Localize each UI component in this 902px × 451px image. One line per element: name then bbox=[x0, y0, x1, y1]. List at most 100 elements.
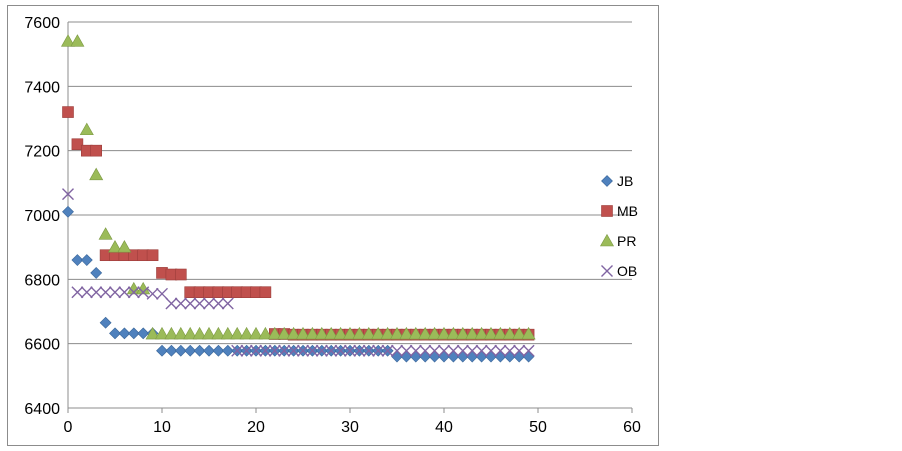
point-jb bbox=[203, 344, 215, 357]
point-pr bbox=[211, 326, 226, 340]
point-ob bbox=[156, 287, 168, 300]
point-mb bbox=[71, 138, 84, 151]
point-pr bbox=[380, 326, 395, 340]
point-ob bbox=[475, 344, 488, 357]
point-mb bbox=[175, 268, 187, 281]
point-pr bbox=[408, 326, 423, 340]
point-ob bbox=[503, 344, 516, 357]
legend-marker-jb bbox=[601, 175, 613, 187]
point-pr bbox=[267, 326, 282, 340]
point-ob bbox=[287, 344, 300, 357]
point-ob bbox=[212, 297, 225, 310]
point-jb bbox=[127, 327, 140, 340]
point-pr bbox=[474, 326, 489, 340]
point-pr bbox=[286, 326, 301, 340]
point-jb bbox=[80, 254, 93, 266]
point-pr bbox=[89, 167, 104, 181]
legend-label-jb: JB bbox=[617, 173, 633, 189]
legend-label-pr: PR bbox=[617, 233, 636, 249]
point-pr bbox=[201, 326, 217, 340]
y-tick-label: 7600 bbox=[24, 15, 60, 32]
point-ob bbox=[400, 344, 413, 357]
point-pr bbox=[333, 326, 348, 340]
point-pr bbox=[192, 326, 207, 340]
y-tick-labels: 6400 6600 6800 7000 7200 7400 7600 bbox=[24, 15, 60, 418]
point-pr bbox=[324, 326, 339, 340]
point-ob bbox=[306, 344, 319, 357]
point-jb bbox=[99, 316, 112, 329]
point-pr bbox=[173, 326, 188, 340]
y-tick-label: 6400 bbox=[24, 401, 60, 418]
point-ob bbox=[165, 297, 178, 310]
point-ob bbox=[90, 286, 103, 299]
legend-marker-ob bbox=[601, 265, 613, 277]
point-pr bbox=[239, 326, 254, 340]
legend-label-mb: MB bbox=[617, 203, 638, 219]
point-jb bbox=[174, 344, 187, 357]
point-ob bbox=[362, 344, 375, 357]
point-pr bbox=[154, 326, 170, 340]
point-jb bbox=[165, 344, 178, 357]
point-mb bbox=[90, 144, 102, 157]
point-pr bbox=[502, 326, 517, 340]
point-mb bbox=[62, 106, 74, 118]
point-ob bbox=[456, 344, 469, 357]
point-pr bbox=[230, 326, 245, 340]
point-jb bbox=[193, 344, 206, 357]
point-pr bbox=[107, 240, 123, 253]
point-pr bbox=[145, 326, 160, 340]
point-ob bbox=[353, 344, 366, 357]
point-ob bbox=[447, 344, 460, 357]
point-ob bbox=[485, 344, 497, 357]
x-tick-label: 20 bbox=[247, 419, 265, 436]
point-ob bbox=[297, 344, 309, 357]
point-ob bbox=[409, 344, 422, 357]
point-jb bbox=[137, 327, 150, 340]
point-pr bbox=[60, 34, 76, 47]
point-pr bbox=[371, 326, 386, 340]
data-points bbox=[60, 34, 536, 363]
point-pr bbox=[258, 326, 273, 340]
point-mb bbox=[146, 249, 159, 262]
point-pr bbox=[305, 326, 320, 340]
point-pr bbox=[314, 326, 329, 340]
point-ob bbox=[372, 344, 385, 357]
point-ob bbox=[334, 344, 347, 357]
point-ob bbox=[268, 344, 281, 357]
y-tick-label: 7000 bbox=[24, 208, 60, 225]
y-tick-label: 6600 bbox=[24, 337, 60, 354]
point-pr bbox=[446, 326, 461, 340]
point-ob bbox=[391, 344, 403, 357]
point-ob bbox=[250, 344, 262, 357]
point-pr bbox=[220, 326, 235, 340]
point-ob bbox=[146, 287, 159, 300]
point-pr bbox=[483, 326, 499, 340]
x-tick-label: 50 bbox=[529, 419, 547, 436]
point-jb bbox=[221, 344, 234, 357]
point-pr bbox=[98, 227, 113, 240]
point-pr bbox=[352, 326, 367, 340]
y-tick-label: 6800 bbox=[24, 272, 60, 289]
point-pr bbox=[183, 326, 198, 340]
x-tick-labels: 0 10 20 30 40 50 60 bbox=[64, 419, 641, 436]
point-pr bbox=[277, 326, 292, 340]
x-tick-label: 0 bbox=[64, 419, 73, 436]
point-pr bbox=[389, 326, 405, 340]
point-ob bbox=[259, 344, 272, 357]
point-ob bbox=[428, 344, 441, 357]
point-ob bbox=[419, 344, 432, 357]
y-tick-label: 7200 bbox=[24, 144, 60, 161]
point-pr bbox=[361, 326, 376, 340]
point-ob bbox=[62, 188, 74, 201]
point-ob bbox=[71, 286, 84, 299]
gridlines bbox=[68, 21, 632, 345]
point-ob bbox=[240, 344, 253, 357]
point-pr bbox=[455, 326, 470, 340]
point-ob bbox=[513, 344, 526, 357]
point-ob bbox=[137, 286, 150, 299]
legend-label-ob: OB bbox=[617, 263, 637, 279]
legend-marker-mb bbox=[601, 205, 613, 217]
point-ob bbox=[174, 297, 187, 310]
legend-marker-pr bbox=[599, 233, 615, 247]
